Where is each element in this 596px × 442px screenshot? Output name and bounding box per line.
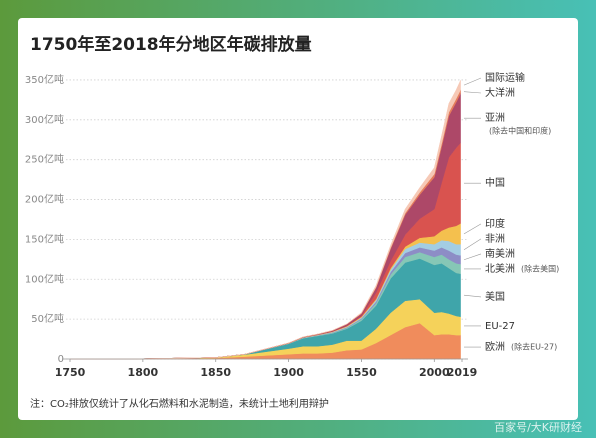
x-tick-label: 1800 [128,366,159,379]
x-tick-label: 1750 [55,366,86,379]
y-tick-label: 300亿吨 [25,113,64,126]
y-tick-label: 150亿吨 [25,232,64,245]
legend-leader [463,91,482,94]
legend-label: 大洋洲 [485,86,515,99]
legend-label: 中国 [485,176,505,189]
legend-label: 印度 [485,217,505,230]
x-tick-label: 1900 [273,366,304,379]
legend-label: 美国 [485,290,505,303]
chart-title: 1750年至2018年分地区年碳排放量 [30,34,312,55]
area-10 [69,80,461,360]
legend-note: (除去美国) [521,263,559,273]
legend-leader [463,223,482,235]
legend-label: 北美洲 [485,262,515,275]
legend-leader [463,77,482,86]
watermark: 百家号/大K研财经 [494,420,582,434]
y-tick-label: 100亿吨 [25,272,64,285]
x-tick-label: 2019 [447,366,478,379]
legend-note: (除去EU-27) [511,342,557,352]
legend-note: (除去中国和印度) [489,126,551,136]
legend-label: EU-27 [485,321,515,332]
note: 注：CO₂排放仅统计了从化石燃料和水泥制造，未统计土地利用辩护 [30,397,329,410]
legend-label: 欧洲 [485,341,505,353]
x-tick-label: 2000 [419,366,450,379]
y-tick-label: 200亿吨 [25,193,64,206]
legend-label: 南美洲 [485,247,515,260]
legend-leader [463,294,482,298]
legend-label: 非洲 [485,233,505,245]
y-tick-label: 0 [58,354,64,365]
x-tick-label: 1850 [200,366,231,379]
legend-leader [463,238,482,251]
y-tick-label: 50亿吨 [31,312,64,325]
y-tick-label: 350亿吨 [25,73,64,86]
legend-label: 国际运输 [485,71,525,84]
legend-leader [463,253,482,261]
x-tick-label: 1550 [346,366,377,379]
y-tick-label: 250亿吨 [25,153,64,166]
legend-label: 亚洲 [485,112,505,124]
